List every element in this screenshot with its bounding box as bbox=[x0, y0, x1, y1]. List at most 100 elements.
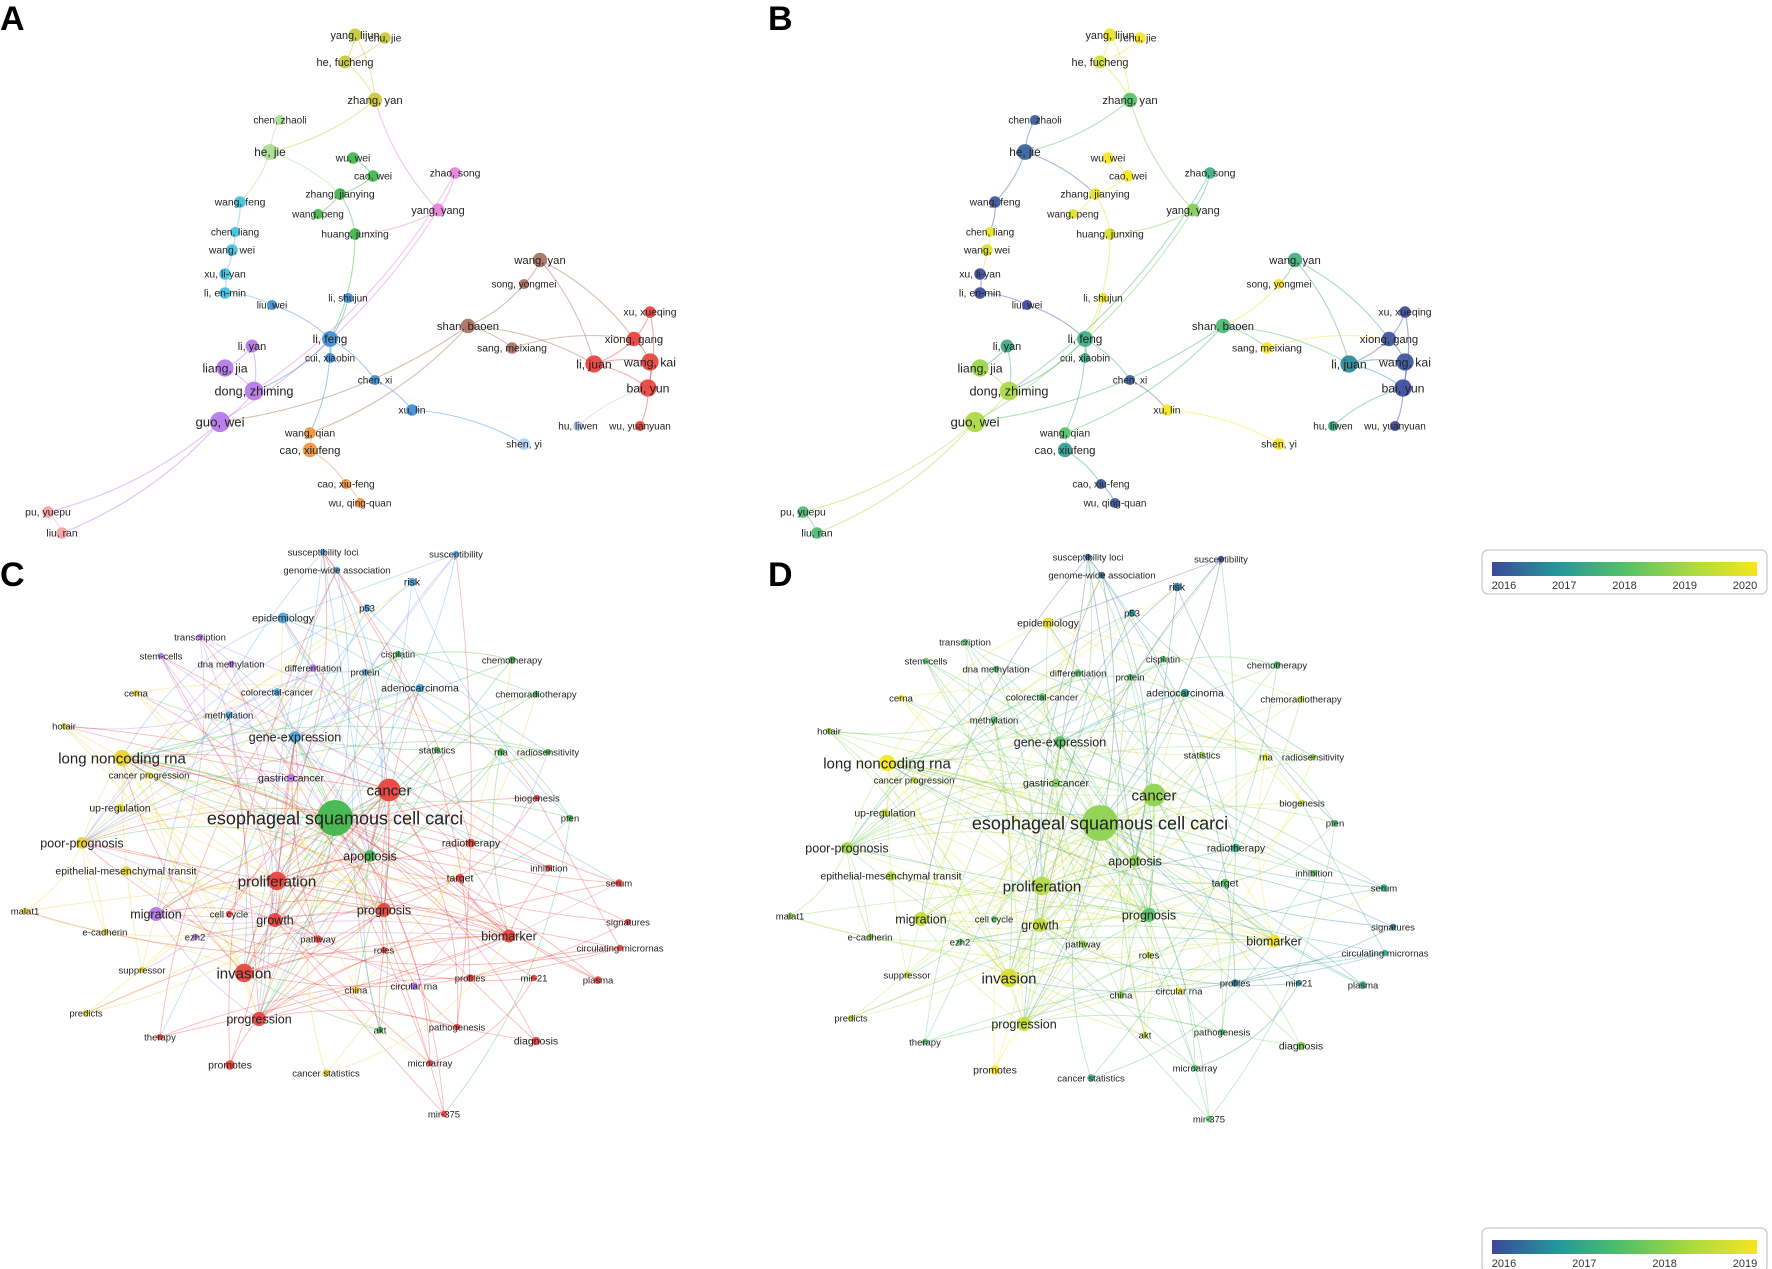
author-node-wang-kai[interactable]: wang, kai bbox=[623, 353, 676, 371]
keyword-node-pathogenesis[interactable]: pathogenesis bbox=[429, 1022, 486, 1033]
keyword-node-target[interactable]: target bbox=[1212, 878, 1239, 890]
author-node-xu-li-yan[interactable]: xu, li-yan bbox=[959, 268, 1001, 281]
keyword-node-poor-prognosis[interactable]: poor-prognosis bbox=[40, 836, 123, 850]
keyword-node-dna-methylation[interactable]: dna methylation bbox=[962, 664, 1029, 675]
author-node-xu-li-yan[interactable]: xu, li-yan bbox=[204, 268, 246, 281]
author-node-he-fucheng[interactable]: he, fucheng bbox=[317, 55, 374, 69]
keyword-node-genome-wide-association[interactable]: genome-wide association bbox=[1048, 570, 1155, 581]
keyword-node-protein[interactable]: protein bbox=[350, 667, 379, 678]
keyword-node-risk[interactable]: risk bbox=[404, 577, 421, 589]
author-node-li-en-min[interactable]: li, en-min bbox=[204, 287, 246, 300]
keyword-node-diagnosis[interactable]: diagnosis bbox=[1279, 1041, 1323, 1053]
author-node-xu-xueqing[interactable]: xu, xueqing bbox=[623, 306, 677, 319]
author-node-yang-yang[interactable]: yang, yang bbox=[411, 203, 465, 217]
keyword-node-radiotherapy[interactable]: radiotherapy bbox=[1207, 843, 1266, 855]
author-node-cao-xiufeng[interactable]: cao, xiufeng bbox=[280, 442, 341, 458]
keyword-node-methylation[interactable]: methylation bbox=[205, 710, 254, 721]
keyword-node-pathway[interactable]: pathway bbox=[1065, 939, 1101, 950]
author-node-xu-lin[interactable]: xu, lin bbox=[398, 404, 426, 417]
author-node-huang-junxing[interactable]: huang, junxing bbox=[1076, 228, 1144, 241]
keyword-node-migration[interactable]: migration bbox=[130, 907, 182, 921]
author-node-li-juan[interactable]: li, juan bbox=[1331, 355, 1367, 373]
keyword-node-ezh2[interactable]: ezh2 bbox=[185, 932, 206, 943]
author-node-wang-feng[interactable]: wang, feng bbox=[969, 196, 1021, 209]
keyword-node-gene-expression[interactable]: gene-expression bbox=[1014, 735, 1106, 749]
author-node-he-jie[interactable]: he, jie bbox=[254, 144, 286, 160]
author-node-sang-meixiang[interactable]: sang, meixiang bbox=[1232, 342, 1302, 355]
author-node-liu-wei[interactable]: liu, wei bbox=[1012, 299, 1043, 312]
keyword-node-cancer-statistics[interactable]: cancer statistics bbox=[292, 1068, 360, 1079]
keyword-node-proliferation[interactable]: proliferation bbox=[238, 871, 316, 890]
author-node-shan-baoen[interactable]: shan, baoen bbox=[437, 318, 499, 334]
keyword-node-growth[interactable]: growth bbox=[1021, 918, 1059, 932]
keyword-node-suppressor[interactable]: suppressor bbox=[119, 965, 166, 976]
keyword-node-circulating-micrornas[interactable]: circulating micrornas bbox=[576, 943, 663, 954]
keyword-node-malat1[interactable]: malat1 bbox=[11, 906, 40, 917]
author-node-chu-jie[interactable]: chu, jie bbox=[1124, 32, 1157, 45]
keyword-node-progression[interactable]: progression bbox=[226, 1012, 292, 1026]
keyword-node-chemotherapy[interactable]: chemotherapy bbox=[1247, 660, 1307, 671]
keyword-node-colorectal-cancer[interactable]: colorectal-cancer bbox=[1006, 692, 1078, 703]
keyword-node-e-cadherin[interactable]: e-cadherin bbox=[83, 927, 128, 938]
keyword-node-hotair[interactable]: hotair bbox=[52, 721, 76, 732]
keyword-node-circular-rna[interactable]: circular rna bbox=[391, 981, 439, 992]
author-node-li-shujun[interactable]: li, shujun bbox=[1083, 292, 1123, 305]
keyword-node-epidemiology[interactable]: epidemiology bbox=[252, 612, 315, 625]
author-node-wang-kai[interactable]: wang, kai bbox=[1378, 353, 1431, 371]
keyword-node-cancer-progression[interactable]: cancer progression bbox=[109, 770, 190, 781]
keyword-node-pathway[interactable]: pathway bbox=[300, 934, 336, 945]
keyword-node-gene-expression[interactable]: gene-expression bbox=[249, 730, 341, 744]
keyword-node-chemoradiotherapy[interactable]: chemoradiotherapy bbox=[495, 689, 577, 700]
keyword-node-proliferation[interactable]: proliferation bbox=[1003, 876, 1081, 895]
keyword-node-cancer-progression[interactable]: cancer progression bbox=[874, 775, 955, 786]
author-node-pu-yuepu[interactable]: pu, yuepu bbox=[25, 506, 71, 519]
keyword-node-cerna[interactable]: cerna bbox=[124, 688, 148, 699]
author-node-hu-liwen[interactable]: hu, liwen bbox=[1313, 420, 1353, 433]
keyword-node-adenocarcinoma[interactable]: adenocarcinoma bbox=[1146, 688, 1224, 700]
keyword-node-radiosensitivity[interactable]: radiosensitivity bbox=[1282, 752, 1345, 763]
author-node-li-yan[interactable]: li, yan bbox=[993, 339, 1021, 353]
keyword-node-plasma[interactable]: plasma bbox=[1348, 980, 1379, 991]
keyword-node-microarray[interactable]: microarray bbox=[1173, 1063, 1218, 1074]
keyword-node-poor-prognosis[interactable]: poor-prognosis bbox=[805, 841, 888, 855]
author-node-xu-lin[interactable]: xu, lin bbox=[1153, 404, 1181, 417]
author-node-wang-yan[interactable]: wang, yan bbox=[513, 252, 566, 268]
author-node-hu-liwen[interactable]: hu, liwen bbox=[558, 420, 598, 433]
keyword-node-mir-375[interactable]: mir-375 bbox=[428, 1109, 460, 1120]
author-node-cao-wei[interactable]: cao, wei bbox=[1109, 170, 1147, 183]
keyword-node-radiosensitivity[interactable]: radiosensitivity bbox=[517, 747, 580, 758]
keyword-node-pten[interactable]: pten bbox=[1326, 818, 1345, 829]
keyword-node-gastric-cancer[interactable]: gastric-cancer bbox=[258, 773, 324, 785]
keyword-node-statistics[interactable]: statistics bbox=[1184, 750, 1221, 761]
author-node-liu-ran[interactable]: liu, ran bbox=[801, 527, 833, 540]
keyword-node-stem-cells[interactable]: stem-cells bbox=[905, 656, 948, 667]
author-node-wang-peng[interactable]: wang, peng bbox=[291, 208, 344, 221]
author-node-chen-xi[interactable]: chen, xi bbox=[1113, 374, 1147, 387]
author-node-sang-meixiang[interactable]: sang, meixiang bbox=[477, 342, 547, 355]
author-node-liu-ran[interactable]: liu, ran bbox=[46, 527, 78, 540]
author-node-chen-zhaoli[interactable]: chen, zhaoli bbox=[253, 114, 307, 127]
author-node-li-feng[interactable]: li, feng bbox=[1068, 331, 1103, 347]
keyword-node-statistics[interactable]: statistics bbox=[419, 745, 456, 756]
keyword-node-transcription[interactable]: transcription bbox=[939, 637, 991, 648]
keyword-node-china[interactable]: china bbox=[1110, 990, 1133, 1001]
keyword-node-roles[interactable]: roles bbox=[374, 945, 395, 956]
keyword-node-predicts[interactable]: predicts bbox=[834, 1013, 868, 1024]
keyword-node-susceptibility[interactable]: susceptibility bbox=[429, 549, 483, 560]
author-node-wang-wei[interactable]: wang, wei bbox=[208, 244, 255, 257]
keyword-node-genome-wide-association[interactable]: genome-wide association bbox=[283, 565, 390, 576]
author-node-he-jie[interactable]: he, jie bbox=[1009, 144, 1041, 160]
author-node-cao-xiu-feng[interactable]: cao, xiu-feng bbox=[317, 478, 375, 491]
keyword-node-pathogenesis[interactable]: pathogenesis bbox=[1194, 1027, 1251, 1038]
author-node-song-yongmei[interactable]: song, yongmei bbox=[491, 278, 557, 291]
keyword-node-susceptibility[interactable]: susceptibility bbox=[1194, 554, 1248, 565]
keyword-node-inhibition[interactable]: inhibition bbox=[1295, 868, 1333, 879]
keyword-node-cerna[interactable]: cerna bbox=[889, 693, 913, 704]
author-node-xiong-gang[interactable]: xiong, gang bbox=[605, 331, 663, 347]
author-node-dong-zhiming[interactable]: dong, zhiming bbox=[215, 381, 294, 401]
keyword-node-long-noncoding-rna[interactable]: long noncoding rna bbox=[58, 749, 186, 767]
keyword-node-p53[interactable]: p53 bbox=[359, 603, 375, 614]
keyword-node-serum[interactable]: serum bbox=[1371, 883, 1397, 894]
author-node-yang-lijun[interactable]: yang, lijun bbox=[330, 28, 380, 42]
keyword-node-predicts[interactable]: predicts bbox=[69, 1008, 103, 1019]
